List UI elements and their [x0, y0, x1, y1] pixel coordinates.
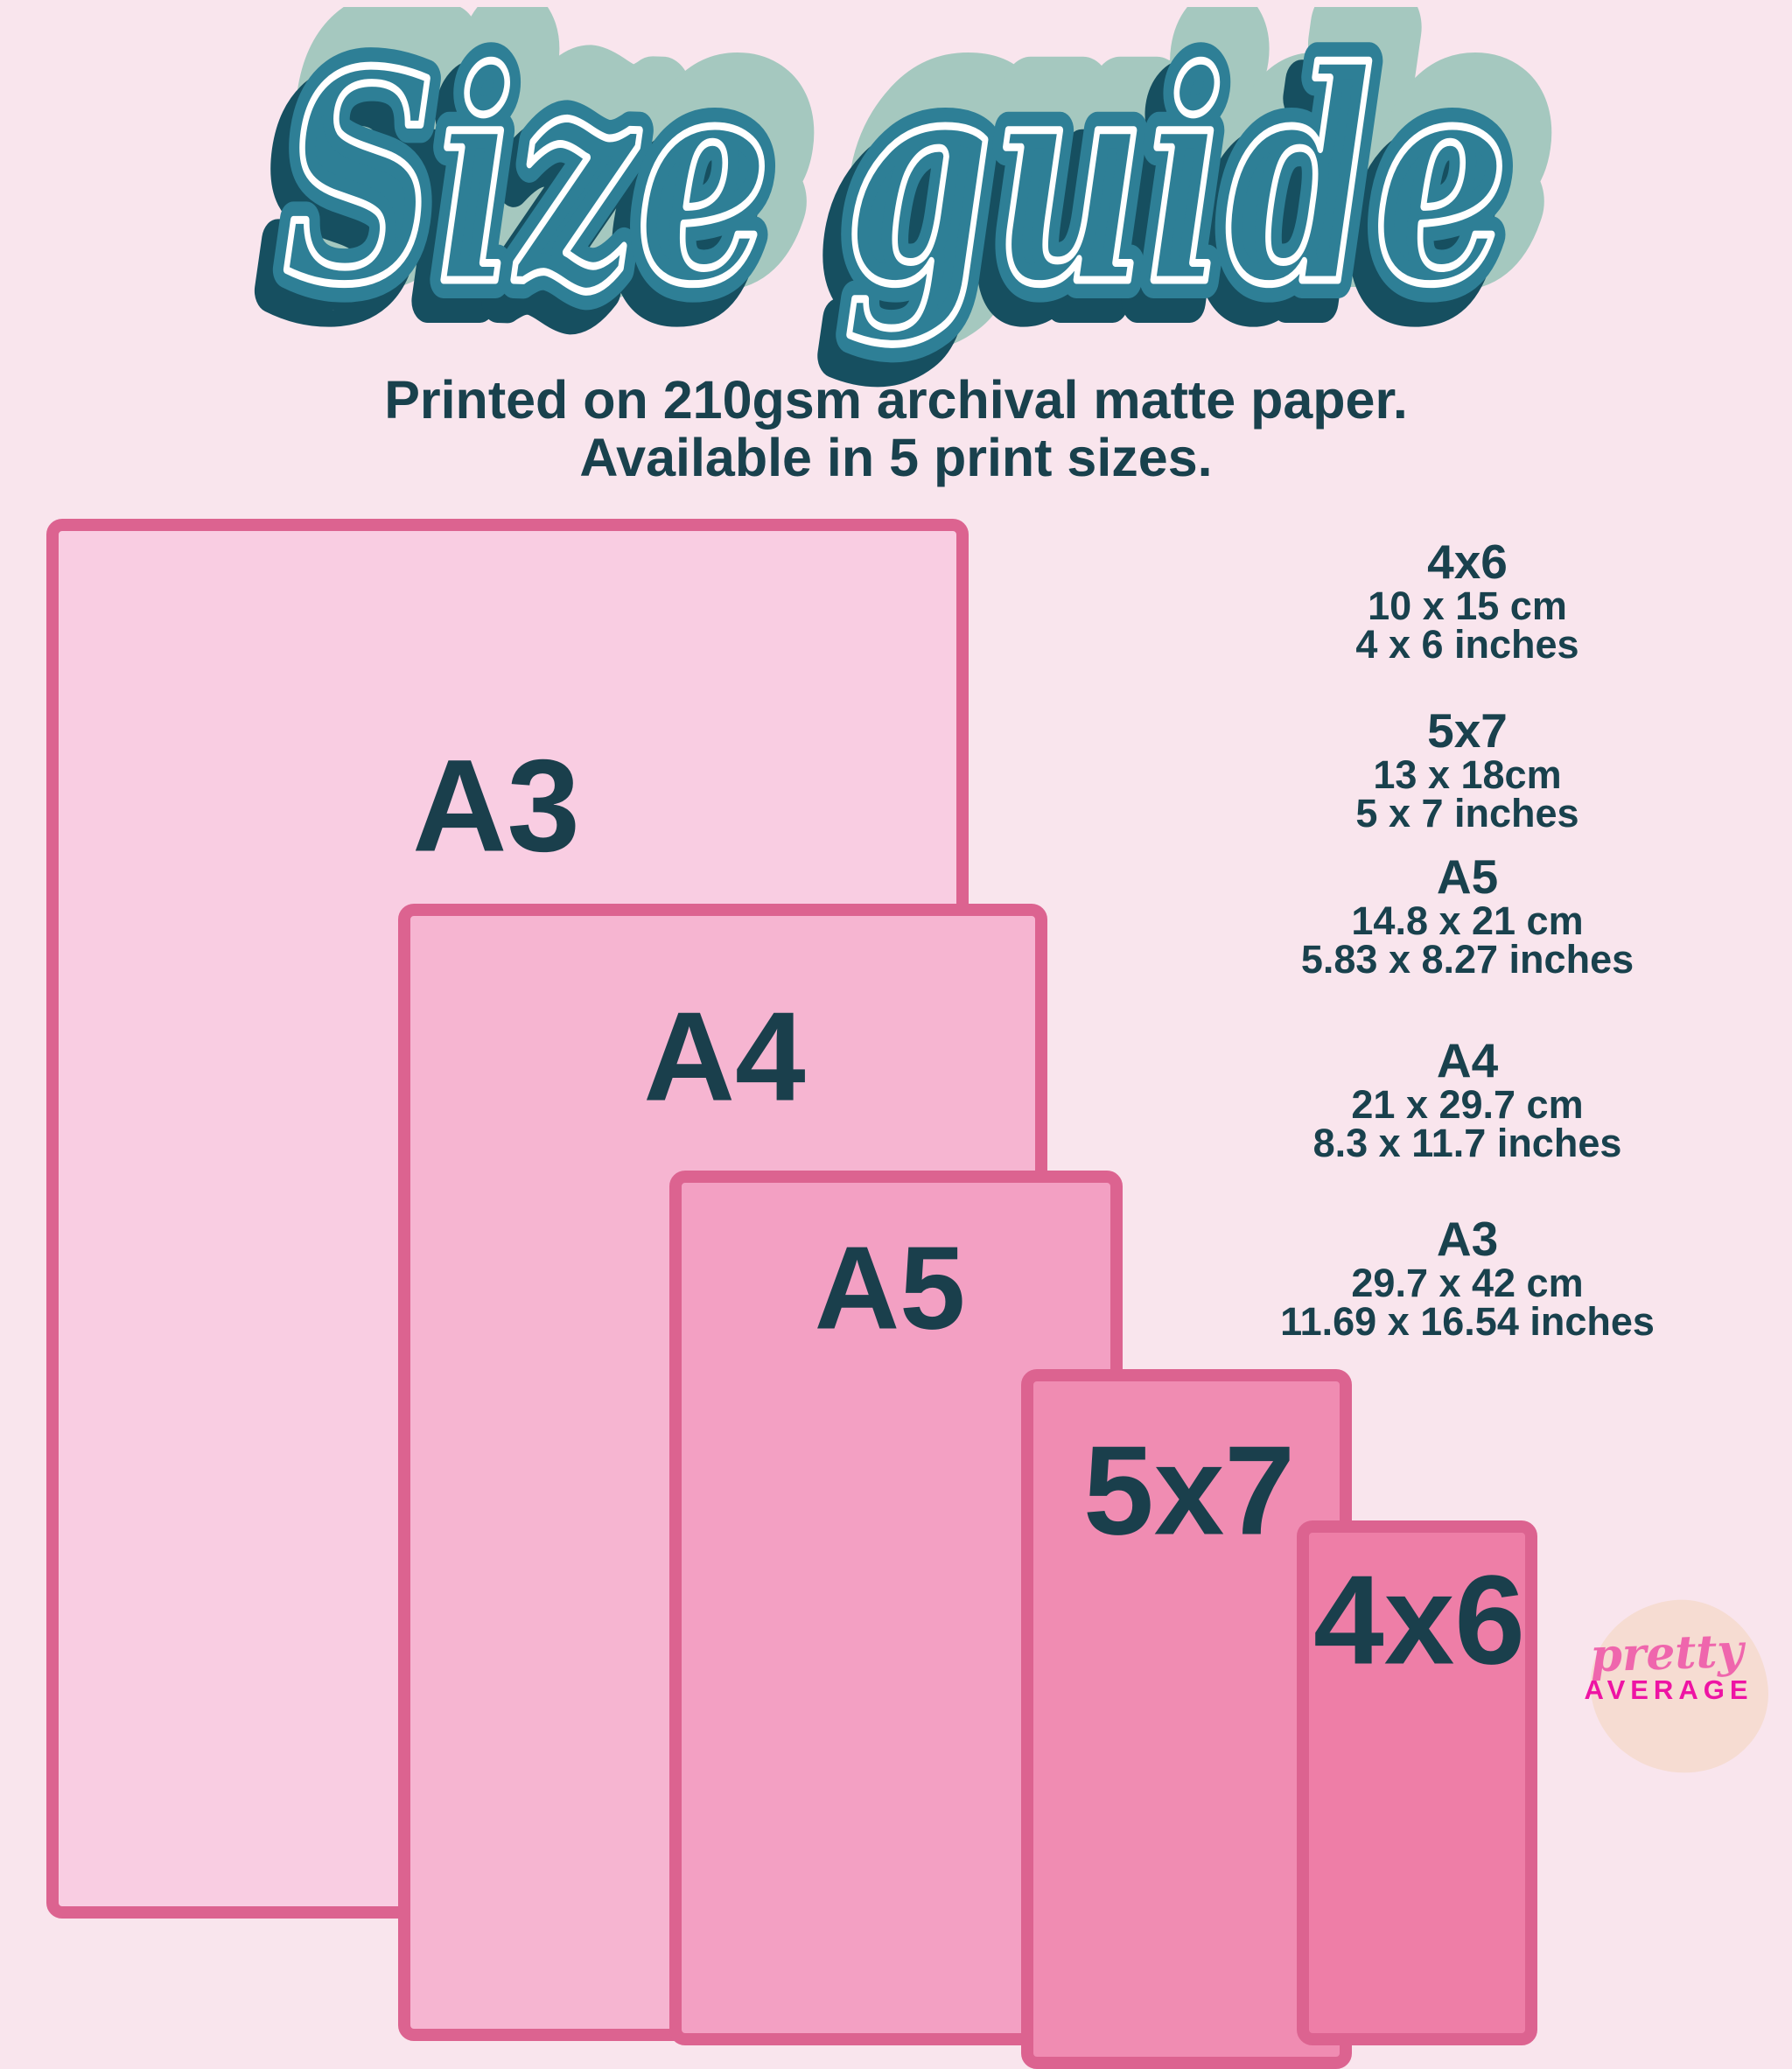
size-guide-script-title: Size guide Size guide Size guide Size gu… — [246, 7, 1572, 391]
title-sage-layer: Size guide — [306, 7, 1531, 315]
size-metric: 29.7 x 42 cm — [1351, 1261, 1584, 1305]
size-name: 5x7 — [1427, 703, 1508, 758]
subtitle-line-2: Available in 5 print sizes. — [579, 428, 1213, 487]
brand-name-caps: AVERAGE — [1584, 1674, 1754, 1705]
size-metric: 13 x 18cm — [1373, 752, 1562, 797]
size-group-a5: A5 14.8 x 21 cm 5.83 x 8.27 inches — [1222, 851, 1712, 979]
paper-rect-4x6: 4x6 — [1297, 1520, 1537, 2045]
size-name: A4 — [1436, 1033, 1499, 1087]
title-shadow-layer: Size guide — [268, 30, 1493, 369]
size-group-a3: A3 29.7 x 42 cm 11.69 x 16.54 inches — [1222, 1213, 1712, 1341]
size-name: 4x6 — [1427, 535, 1508, 589]
size-group-a4: A4 21 x 29.7 cm 8.3 x 11.7 inches — [1222, 1035, 1712, 1163]
size-group-4x6: 4x6 10 x 15 cm 4 x 6 inches — [1222, 536, 1712, 664]
subtitle: Printed on 210gsm archival matte paper. … — [0, 371, 1792, 486]
subtitle-line-1: Printed on 210gsm archival matte paper. — [384, 370, 1408, 430]
size-name: A5 — [1436, 849, 1499, 904]
size-imperial: 5 x 7 inches — [1355, 791, 1579, 835]
title-main-layer: Size guide — [284, 9, 1508, 348]
size-imperial: 5.83 x 8.27 inches — [1300, 937, 1634, 982]
size-metric: 10 x 15 cm — [1368, 584, 1567, 628]
size-metric: 14.8 x 21 cm — [1351, 898, 1584, 943]
size-group-5x7: 5x7 13 x 18cm 5 x 7 inches — [1222, 705, 1712, 833]
size-imperial: 4 x 6 inches — [1355, 622, 1579, 667]
paper-label-a3: A3 — [412, 731, 580, 879]
paper-label-a5: A5 — [814, 1221, 966, 1354]
size-imperial: 8.3 x 11.7 inches — [1312, 1121, 1622, 1165]
size-metric: 21 x 29.7 cm — [1351, 1082, 1584, 1127]
paper-label-4x6: 4x6 — [1313, 1548, 1525, 1691]
size-name: A3 — [1436, 1212, 1499, 1266]
paper-label-a4: A4 — [643, 985, 806, 1128]
paper-label-5x7: 5x7 — [1083, 1419, 1295, 1562]
size-imperial: 11.69 x 16.54 inches — [1280, 1299, 1655, 1344]
title-inline-highlight-layer: Size guide — [284, 9, 1508, 348]
